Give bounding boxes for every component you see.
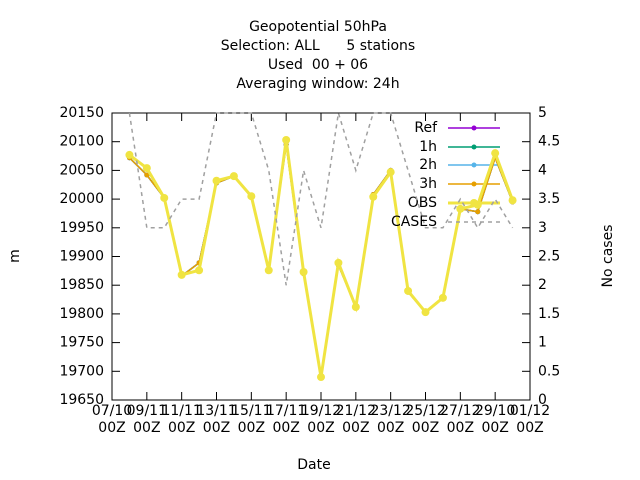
title-line: Geopotential 50hPa (249, 19, 387, 35)
x-tick-label: 15/11 00Z (231, 403, 272, 436)
point (282, 135, 291, 144)
title-line: Averaging window: 24h (236, 76, 399, 92)
point (491, 149, 500, 158)
series-line (128, 139, 514, 378)
x-tick-label: 25/12 00Z (405, 403, 446, 436)
point (299, 267, 308, 276)
point (264, 266, 273, 275)
y2-tick-label: 1.5 (538, 306, 560, 322)
y-tick-label: 19750 (59, 335, 104, 351)
y-tick-label: 19950 (59, 220, 104, 236)
x-tick-label: 29/10 00Z (474, 403, 516, 436)
cases-line (128, 112, 514, 286)
plot-border (111, 112, 531, 401)
y2-tick-label: 3 (538, 220, 547, 236)
point (421, 308, 430, 317)
legend-label: 3h (419, 176, 437, 192)
point (334, 258, 343, 267)
x-tick-label: 07/10 00Z (91, 403, 133, 436)
point (212, 176, 221, 185)
series-line (128, 144, 514, 378)
point (177, 270, 186, 279)
y2-tick-label: 4 (538, 162, 547, 178)
legend-label: OBS (408, 195, 437, 211)
legend-marker (471, 125, 477, 131)
x-tick-label: 01/12 00Z (509, 403, 551, 436)
x-tick-label: 17/11 00Z (265, 403, 307, 436)
y2-tick-label: 2 (538, 277, 547, 293)
y-tick-label: 20150 (59, 105, 104, 121)
legend-label: 1h (419, 139, 437, 155)
y-tick-label: 19700 (59, 363, 104, 379)
title-line: Selection: ALL 5 stations (221, 38, 415, 54)
point (144, 172, 150, 178)
point (438, 293, 447, 302)
legend-label: 2h (419, 157, 437, 173)
y2-tick-label: 1 (538, 335, 547, 351)
legend-marker (471, 162, 477, 168)
x-tick-label: 27/12 00Z (440, 403, 481, 436)
x-axis-label: Date (297, 457, 330, 473)
y2-tick-label: 0.5 (538, 363, 560, 379)
y-tick-label: 19850 (59, 277, 104, 293)
y2-tick-label: 4.5 (538, 134, 560, 150)
legend-label: Ref (414, 120, 438, 136)
x-tick-label: 11/11 00Z (161, 403, 202, 436)
legend-label: CASES (391, 214, 437, 230)
point (404, 286, 413, 295)
point (456, 204, 465, 213)
y-tick-label: 20100 (59, 134, 104, 150)
point (229, 172, 238, 181)
y-tick-label: 20000 (59, 191, 104, 207)
point (475, 209, 481, 215)
title-line: Used 00 + 06 (268, 57, 368, 73)
point (317, 373, 325, 382)
point (125, 150, 134, 159)
x-tick-label: 19/12 00Z (300, 403, 342, 436)
y2-tick-label: 0 (538, 392, 547, 408)
y-tick-label: 19900 (59, 249, 104, 265)
series-line (128, 144, 514, 378)
legend-marker (471, 181, 477, 187)
y2-axis-label: No cases (600, 225, 616, 288)
series-line (128, 144, 514, 378)
legend-marker (471, 144, 477, 150)
x-tick-label: 13/11 00Z (196, 403, 237, 436)
x-tick-label: 23/12 00Z (370, 403, 411, 436)
y2-tick-label: 2.5 (538, 249, 560, 265)
point (142, 164, 151, 173)
x-tick-label: 21/12 00Z (335, 403, 376, 436)
y-tick-label: 19800 (59, 306, 104, 322)
point (195, 266, 204, 275)
y-axis-label: m (7, 249, 23, 263)
point (369, 192, 378, 201)
y-tick-label: 19650 (59, 392, 104, 408)
point (247, 192, 256, 201)
y-tick-label: 20050 (59, 162, 104, 178)
series-line (128, 144, 514, 378)
y2-tick-label: 5 (538, 105, 547, 121)
point (160, 193, 169, 202)
point (386, 168, 395, 177)
point (508, 196, 517, 205)
point (351, 303, 360, 312)
x-tick-label: 09/11 00Z (126, 403, 167, 436)
y2-tick-label: 3.5 (538, 191, 560, 207)
legend-marker (470, 199, 478, 207)
